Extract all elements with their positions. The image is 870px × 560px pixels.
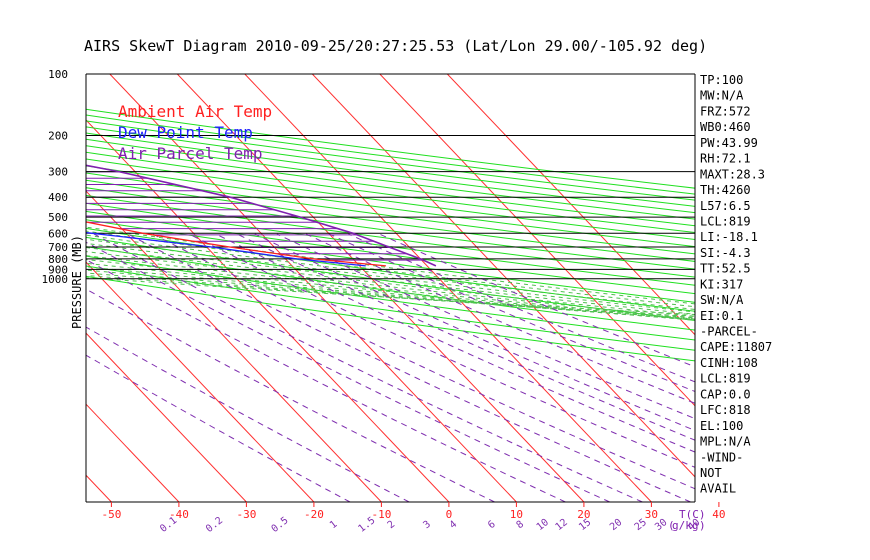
mixing-ratio-label-2: 2 [386,519,398,531]
temp-unit-label: T(C) [679,508,706,521]
index-item: PW:43.99 [700,136,758,150]
index-item: TH:4260 [700,183,751,197]
index-item: LFC:818 [700,403,751,417]
legend-dew-point-temp: Dew Point Temp [118,123,253,142]
legend: Ambient Air Temp Dew Point Temp Air Parc… [118,102,272,163]
bottom-temp-tick--20: -20 [304,508,324,521]
index-item: MW:N/A [700,89,744,103]
mixing-ratio-label-0.2: 0.2 [204,515,225,535]
profile-lines [86,164,437,267]
y-axis-label: PRESSURE (MB) [70,235,84,329]
index-item: -PARCEL- [700,325,758,339]
pressure-tick-400: 400 [48,191,68,204]
mixing-ratio-label-10: 10 [535,517,551,533]
index-item: CAPE:11807 [700,340,772,354]
mixing-ratio-label-4: 4 [448,519,460,531]
mixing-ratio-unit-label: g/kg [672,519,699,532]
index-item: LI:-18.1 [700,230,758,244]
bottom-temp-tick--40: -40 [169,508,189,521]
index-item: RH:72.1 [700,152,751,166]
index-item: CAP:0.0 [700,387,751,401]
mixing-ratio-label-12: 12 [554,517,570,533]
pressure-tick-900: 900 [48,263,68,276]
mixing-ratio-label-3: 3 [421,519,433,531]
isobar-lines [86,135,695,280]
index-item: KI:317 [700,277,743,291]
ambient-air-temp-line [86,221,386,267]
index-item: LCL:819 [700,215,751,229]
index-item: SI:-4.3 [700,246,751,260]
mixing-ratio-label-6: 6 [486,519,498,531]
air-parcel-temp-line [86,164,437,267]
mixing-ratio-label-1: 1 [328,519,340,531]
index-item: L57:6.5 [700,199,751,213]
svg-text:): ) [699,519,706,532]
index-item: AVAIL [700,482,736,496]
index-item: NOT [700,466,722,480]
pressure-tick-200: 200 [48,130,68,143]
mixing-ratio-label-8: 8 [515,519,527,531]
bottom-temp-tick-10: 10 [510,508,523,521]
index-item: FRZ:572 [700,104,751,118]
chart-title: AIRS SkewT Diagram 2010-09-25/20:27:25.5… [84,37,707,55]
mixing-ratio-label-20: 20 [608,517,624,533]
bottom-temp-tick-0: 0 [446,508,453,521]
pressure-tick-800: 800 [48,253,68,266]
pressure-tick-100: 100 [48,68,68,81]
index-item: TT:52.5 [700,262,751,276]
bottom-temp-tick-20: 20 [577,508,590,521]
bottom-temp-tick--30: -30 [236,508,256,521]
index-item: MPL:N/A [700,435,751,449]
index-item: CINH:108 [700,356,758,370]
pressure-tick-700: 700 [48,241,68,254]
index-item: LCL:819 [700,372,751,386]
legend-ambient-air-temp: Ambient Air Temp [118,102,272,121]
mixing-ratio-label-0.5: 0.5 [270,515,291,535]
svg-text:(: ( [668,519,675,532]
grid-lines [86,74,695,502]
dew-point-temp-line [86,231,366,267]
bottom-temp-tick--50: -50 [101,508,121,521]
index-item: EL:100 [700,419,743,433]
index-item: WB0:460 [700,120,751,134]
index-item: TP:100 [700,73,743,87]
pressure-tick-300: 300 [48,166,68,179]
pressure-tick-500: 500 [48,211,68,224]
bottom-temp-tick-30: 30 [645,508,658,521]
pressure-tick-600: 600 [48,227,68,240]
index-item: EI:0.1 [700,309,743,323]
index-item: SW:N/A [700,293,744,307]
pressure-tick-1000: 1000 [42,273,69,286]
bottom-temp-tick--10: -10 [371,508,391,521]
legend-air-parcel-temp: Air Parcel Temp [118,144,263,163]
index-item: -WIND- [700,450,743,464]
bottom-temp-tick-40: 40 [712,508,725,521]
index-item: MAXT:28.3 [700,167,765,181]
